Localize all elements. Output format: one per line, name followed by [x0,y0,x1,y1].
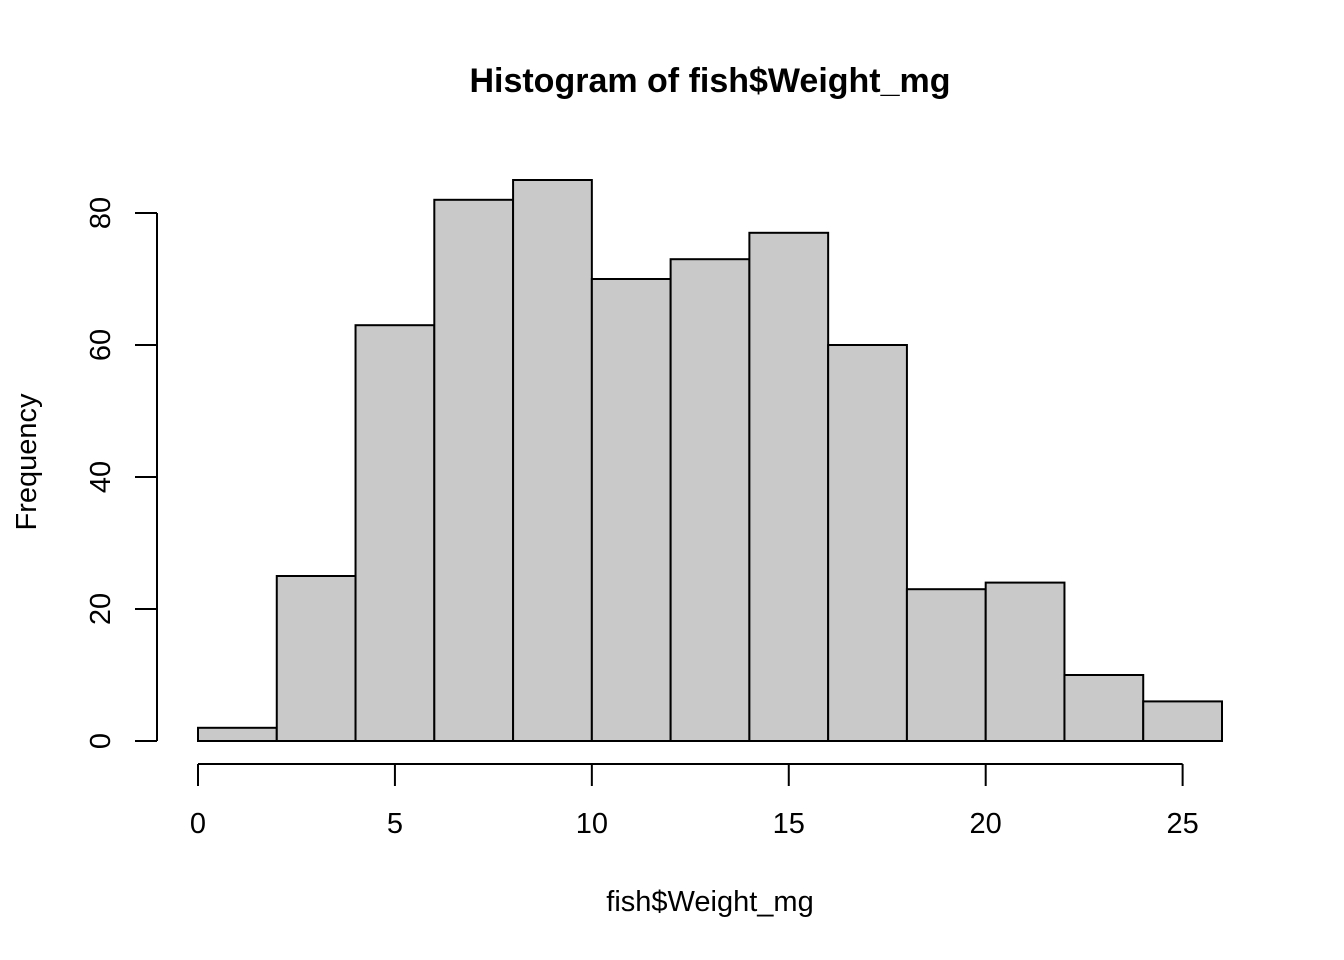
histogram-bar [433,198,515,743]
bars-group [197,179,1223,743]
histogram-bar [748,231,830,743]
chart-title: Histogram of fish$Weight_mg [469,62,950,100]
x-tick-label: 0 [190,808,206,840]
x-tick-label: 15 [773,808,805,840]
x-tick-label: 20 [970,808,1002,840]
y-tick-label: 60 [85,329,117,361]
histogram-bar [669,258,751,742]
x-tick-label: 5 [387,808,403,840]
y-tick-label: 40 [85,461,117,493]
x-axis: 0 5 10 15 20 25 [190,763,1199,840]
y-tick-label: 80 [85,197,117,229]
histogram-bar [590,278,672,742]
y-axis-label: Frequency [11,393,43,531]
x-axis-label: fish$Weight_mg [606,886,813,918]
histogram-bar [984,581,1066,742]
histogram-bar [275,575,357,742]
histogram-bar [354,324,436,742]
histogram-bar [512,179,593,742]
x-tick-label: 25 [1166,808,1198,840]
histogram-bar [827,344,908,742]
y-tick-label: 0 [85,733,117,749]
histogram-bar [905,588,987,743]
x-tick-label: 10 [576,808,608,840]
histogram-bar [197,726,278,742]
histogram-bar [1063,674,1145,742]
y-axis: 0 20 40 60 80 [85,197,158,749]
y-tick-label: 20 [85,593,117,625]
histogram-bar [1142,700,1223,743]
